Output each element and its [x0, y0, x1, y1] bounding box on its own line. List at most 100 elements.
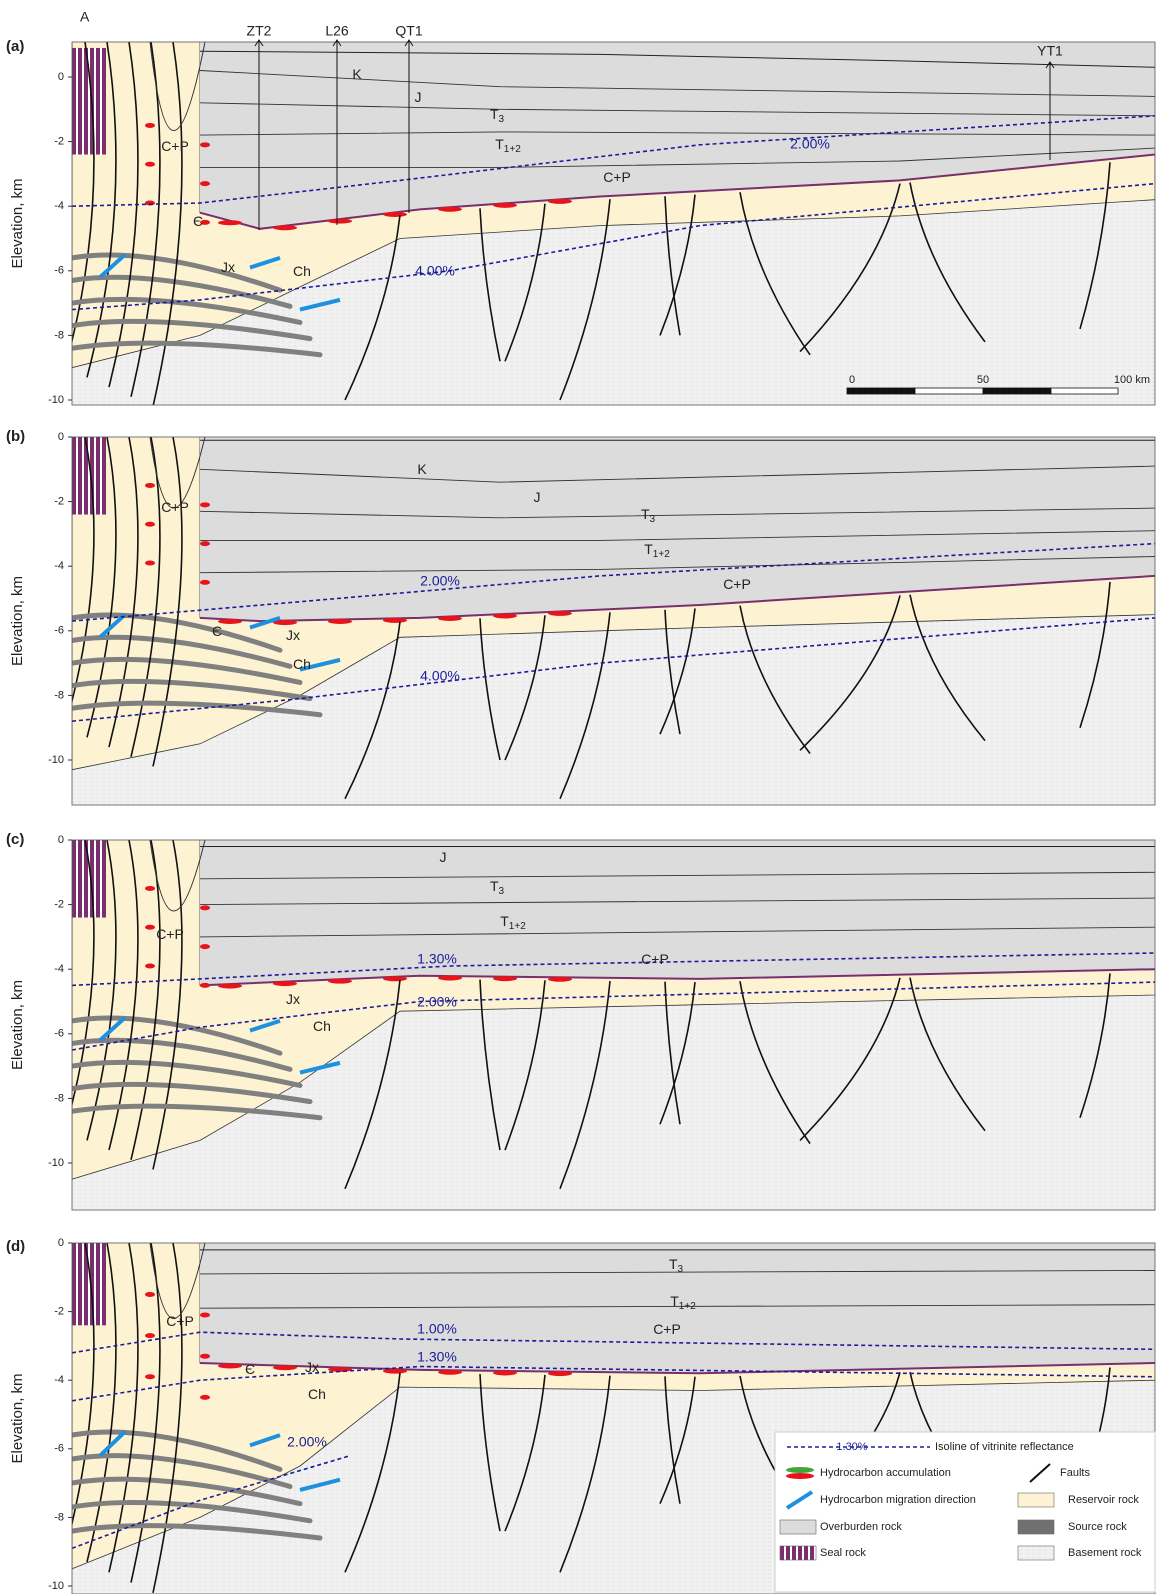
isoline-label: 1.00% — [417, 1321, 457, 1337]
legend-accumulation-top — [786, 1467, 814, 1473]
source-rock — [72, 1429, 283, 1472]
fault — [659, 608, 696, 735]
scale-bar — [846, 387, 916, 395]
hydrocarbon-accumulation — [218, 1363, 242, 1369]
well-arrow — [332, 39, 342, 47]
stratum-subscript: 1+2 — [679, 1301, 696, 1312]
reservoir-top — [199, 153, 1155, 230]
isoline-label: 4.00% — [420, 668, 460, 684]
migration-arrow — [299, 1477, 341, 1492]
fault — [664, 609, 681, 735]
fault — [559, 981, 611, 1190]
isoline-label: 4.00% — [415, 263, 455, 279]
y-tick-label: -4 — [54, 963, 64, 975]
legend-swatch — [779, 1519, 817, 1535]
hydrocarbon-accumulation — [438, 1369, 462, 1375]
section-end: A — [80, 9, 90, 25]
stratum-name: T — [500, 913, 509, 929]
source-rock — [72, 1015, 283, 1056]
stratum-boundary — [199, 871, 1155, 880]
reservoir-top — [199, 574, 1155, 623]
stratum-name: Jx — [221, 259, 235, 275]
legend-label: Source rock — [1068, 1521, 1127, 1533]
panel-label: (b) — [6, 428, 25, 445]
legend-box — [774, 1431, 1156, 1593]
scale-bar — [914, 387, 984, 395]
stratum-boundary — [199, 507, 1155, 519]
fold — [149, 1243, 206, 1319]
stratum-name: Ch — [293, 656, 311, 672]
seal-rock — [72, 840, 106, 918]
fault — [799, 977, 901, 1141]
hydrocarbon-accumulation — [200, 1353, 210, 1359]
fault — [1079, 162, 1111, 330]
stratum-label: C+P — [641, 951, 669, 967]
fault — [739, 192, 811, 356]
fault — [504, 615, 546, 761]
stratum-label: T1+2 — [670, 1293, 696, 1312]
source-rock — [72, 318, 313, 342]
overburden-rock — [200, 42, 1155, 229]
fault — [909, 182, 986, 343]
hydrocarbon-accumulation — [145, 161, 155, 167]
legend-swatch — [1017, 1492, 1055, 1508]
y-tick-label: -8 — [54, 1092, 64, 1104]
y-tick-label: -10 — [48, 1580, 64, 1592]
stratum-label: Є — [245, 1361, 255, 1377]
isoline-label: 2.00% — [417, 994, 457, 1010]
y-axis-label: Elevation, km — [9, 576, 26, 666]
stratum-label: T1+2 — [500, 913, 526, 932]
stratum-label: T1+2 — [495, 136, 521, 155]
thrust-fault — [86, 1243, 117, 1563]
y-tick-label: 0 — [58, 71, 64, 83]
legend-swatch — [1017, 1545, 1055, 1561]
stratum-label: C+P — [653, 1321, 681, 1337]
migration-arrow — [299, 297, 341, 312]
y-axis-label: Elevation, km — [9, 178, 26, 268]
fault — [479, 618, 501, 761]
y-tick-label: -8 — [54, 329, 64, 341]
well-name: QT1 — [395, 23, 422, 39]
hydrocarbon-accumulation — [145, 924, 155, 930]
hydrocarbon-accumulation — [273, 1365, 297, 1371]
hydrocarbon-accumulation — [145, 521, 155, 527]
source-rock — [72, 700, 323, 718]
legend-label: Hydrocarbon accumulation — [820, 1467, 951, 1479]
thrust-fault — [152, 840, 183, 1170]
stratum-label: Jx — [286, 627, 300, 643]
hydrocarbon-accumulation — [145, 122, 155, 128]
y-axis-label: Elevation, km — [9, 980, 26, 1070]
fault — [739, 605, 811, 755]
seal-rock — [72, 437, 106, 515]
stratum-subscript: 3 — [678, 1264, 684, 1275]
hydrocarbon-accumulation — [200, 541, 210, 547]
source-rock — [72, 340, 323, 358]
y-tick-label: 0 — [58, 431, 64, 443]
hydrocarbon-accumulation — [493, 1370, 517, 1376]
hydrocarbon-accumulation — [145, 482, 155, 488]
y-tick-label: -10 — [48, 1157, 64, 1169]
stratum-name: C+P — [603, 169, 631, 185]
thrust-fault — [152, 42, 183, 405]
stratum-name: C+P — [156, 926, 184, 942]
legend-label: Reservoir rock — [1068, 1494, 1139, 1506]
fault — [1079, 581, 1111, 728]
stratum-label: C+P — [156, 926, 184, 942]
seal-rock — [72, 47, 106, 155]
isoline — [72, 1331, 1155, 1354]
fault — [344, 1372, 401, 1573]
fault — [344, 214, 401, 401]
migration-arrow — [299, 657, 341, 672]
hydrocarbon-accumulation — [273, 620, 297, 626]
section — [72, 42, 1155, 405]
stratum-name: Ch — [308, 1386, 326, 1402]
fault — [664, 981, 681, 1125]
legend-label: Hydrocarbon migration direction — [820, 1494, 976, 1506]
hydrocarbon-accumulation — [200, 944, 210, 950]
thrust-fault — [86, 437, 117, 738]
stratum-label: T3 — [669, 1256, 684, 1275]
fault — [504, 203, 546, 362]
